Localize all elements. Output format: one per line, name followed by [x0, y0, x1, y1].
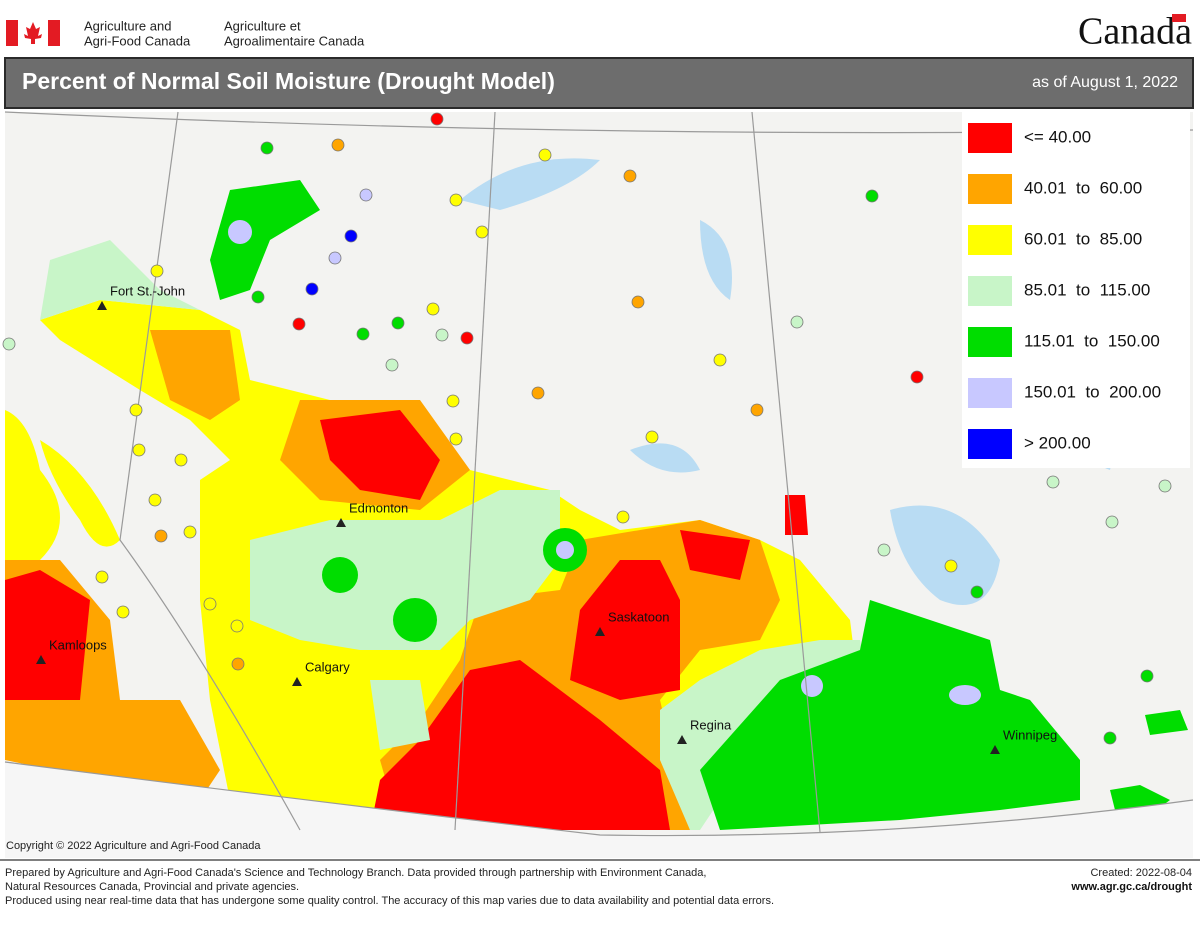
- department-fr: Agroalimentaire Canada: [224, 33, 365, 48]
- legend-label: > 200.00: [1024, 433, 1091, 452]
- legend-swatch: [968, 225, 1012, 255]
- url: www.agr.gc.ca/drought: [1070, 881, 1192, 893]
- city-marker: [595, 627, 605, 636]
- created-date: Created: 2022-08-04: [1090, 867, 1192, 879]
- city-label: Regina: [690, 717, 732, 732]
- title-bar: [4, 57, 1194, 109]
- legend: <= 40.00 40.01 to 60.00 60.01 to 85.00 85.0…: [962, 112, 1190, 468]
- legend-swatch: [968, 378, 1012, 408]
- city-label: Edmonton: [349, 500, 408, 515]
- city-marker: [336, 518, 346, 527]
- cities: Fort St.-John Edmonton Kamloops Calgary Sask…: [36, 283, 1057, 754]
- legend-swatch: [968, 123, 1012, 153]
- date: as of August 1, 2022: [1032, 74, 1178, 91]
- legend-swatch: [968, 174, 1012, 204]
- wordmark-flag: [1172, 14, 1186, 22]
- department-en: Agri-Food Canada: [84, 33, 191, 48]
- department-fr: Agriculture et: [224, 18, 301, 33]
- city-marker: [292, 677, 302, 686]
- title: Percent of Normal Soil Moisture (Drought…: [22, 68, 555, 94]
- city-label: Fort St.-John: [110, 283, 185, 298]
- legend-label: 85.01 to 115.00: [1024, 280, 1150, 299]
- legend-label: 115.01 to 150.00: [1024, 331, 1160, 350]
- footer-note: Natural Resources Canada, Provincial and…: [5, 881, 299, 893]
- flag: [6, 20, 60, 46]
- city-label: Winnipeg: [1003, 727, 1057, 742]
- footer-note: Produced using near real-time data that …: [5, 895, 774, 907]
- legend-label: 150.01 to 200.00: [1024, 382, 1161, 401]
- legend-label: <= 40.00: [1024, 127, 1091, 146]
- legend-swatch: [968, 276, 1012, 306]
- legend-swatch: [968, 429, 1012, 459]
- city-marker: [990, 745, 1000, 754]
- city-label: Kamloops: [49, 637, 107, 652]
- city-label: Saskatoon: [608, 609, 669, 624]
- map: [2, 111, 1194, 858]
- city-marker: [97, 301, 107, 310]
- city-marker: [677, 735, 687, 744]
- footer-note: Prepared by Agriculture and Agri-Food Ca…: [5, 867, 706, 879]
- city-marker: [36, 655, 46, 664]
- legend-label: 40.01 to 60.00: [1024, 178, 1142, 197]
- legend-swatch: [968, 327, 1012, 357]
- legend-label: 60.01 to 85.00: [1024, 229, 1142, 248]
- city-label: Calgary: [305, 659, 350, 674]
- copyright: Copyright © 2022 Agriculture and Agri-Fo…: [6, 840, 261, 852]
- department-en: Agriculture and: [84, 18, 171, 33]
